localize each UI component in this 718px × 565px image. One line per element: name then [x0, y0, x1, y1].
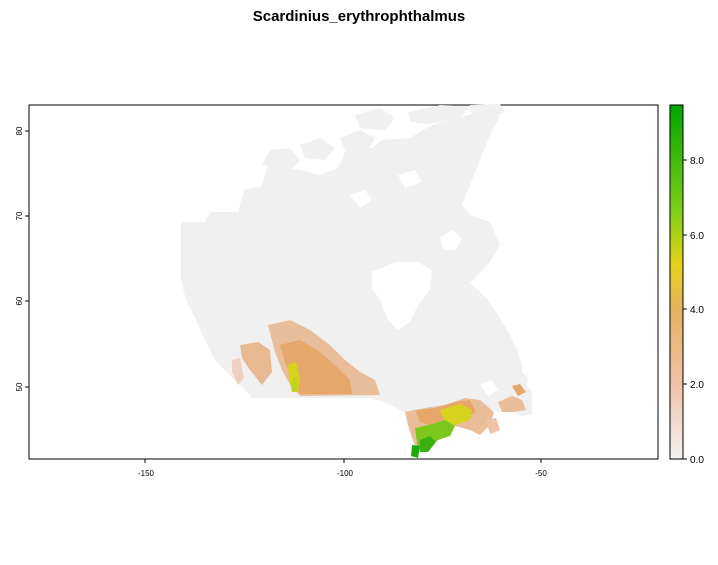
- legend-tick-label: 0.0: [690, 455, 704, 466]
- suitability-patches: [232, 320, 526, 458]
- x-tick-label: -100: [337, 469, 354, 478]
- y-tick-label: 80: [15, 126, 24, 135]
- canada-landmass: [181, 104, 532, 418]
- legend-colorbar: 0.0 2.0 4.0 6.0 8.0: [669, 104, 704, 466]
- y-axis: 50 60 70 80: [15, 126, 29, 391]
- legend-gradient: [669, 104, 684, 460]
- x-tick-label: -150: [138, 469, 155, 478]
- legend-tick-label: 8.0: [690, 156, 704, 167]
- x-axis: -150 -100 -50: [138, 459, 547, 478]
- water-bodies: [350, 170, 498, 396]
- x-tick-label: -50: [535, 469, 547, 478]
- y-tick-label: 70: [15, 211, 24, 220]
- y-tick-label: 50: [15, 382, 24, 391]
- legend-tick-label: 2.0: [690, 380, 704, 391]
- legend-tick-label: 4.0: [690, 305, 704, 316]
- legend-tick-label: 6.0: [690, 231, 704, 242]
- y-tick-label: 60: [15, 296, 24, 305]
- map-title: Scardinius_erythrophthalmus: [252, 8, 466, 25]
